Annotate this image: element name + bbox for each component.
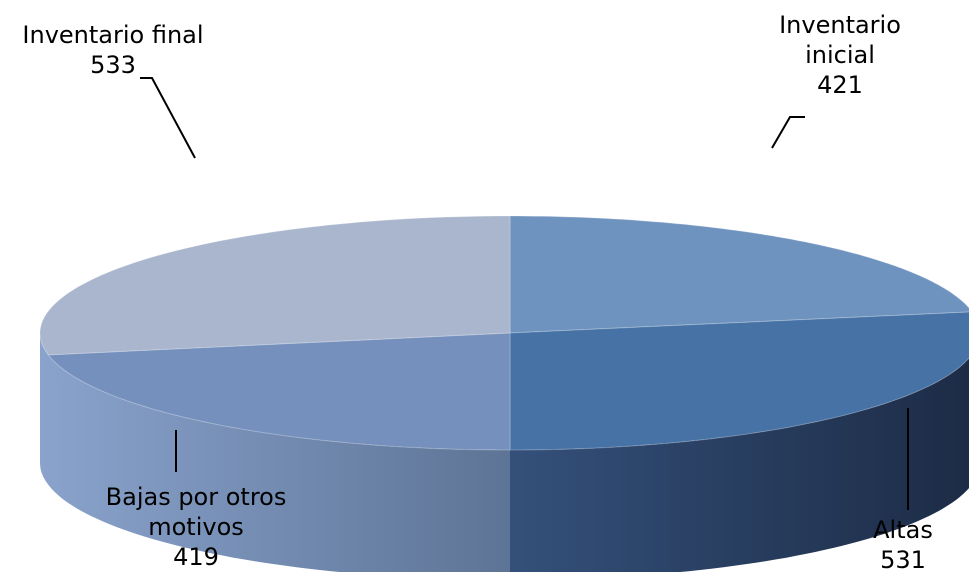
leader-line-1: [771, 116, 805, 149]
data-label-value: 419: [173, 543, 219, 571]
pie-slice-inventario-inicial: [509, 215, 969, 334]
leader-line-4: [140, 77, 196, 159]
data-label-value: 531: [880, 546, 926, 572]
data-label-category: Altas: [873, 516, 933, 544]
label-leader-lines: [140, 77, 909, 510]
data-label-value: 533: [90, 51, 136, 79]
side-wall-bajas-por-otros-motivos: [40, 333, 510, 572]
side-wall-altas: [510, 358, 969, 572]
pie-slice-bajas-por-otros-motivos: [47, 332, 511, 451]
data-label-value: 421: [817, 71, 863, 99]
data-label-category: motivos: [148, 513, 244, 541]
pie-slice-altas: [509, 311, 969, 451]
data-label-category: Inventario: [779, 11, 901, 39]
data-label-category: Bajas por otros: [106, 483, 287, 511]
pie-slices: [39, 215, 969, 451]
data-label-category: Inventario final: [22, 21, 203, 49]
data-label-category: inicial: [805, 41, 875, 69]
pie-slice-inventario-final: [39, 215, 511, 356]
pie-side-walls: [40, 333, 969, 572]
